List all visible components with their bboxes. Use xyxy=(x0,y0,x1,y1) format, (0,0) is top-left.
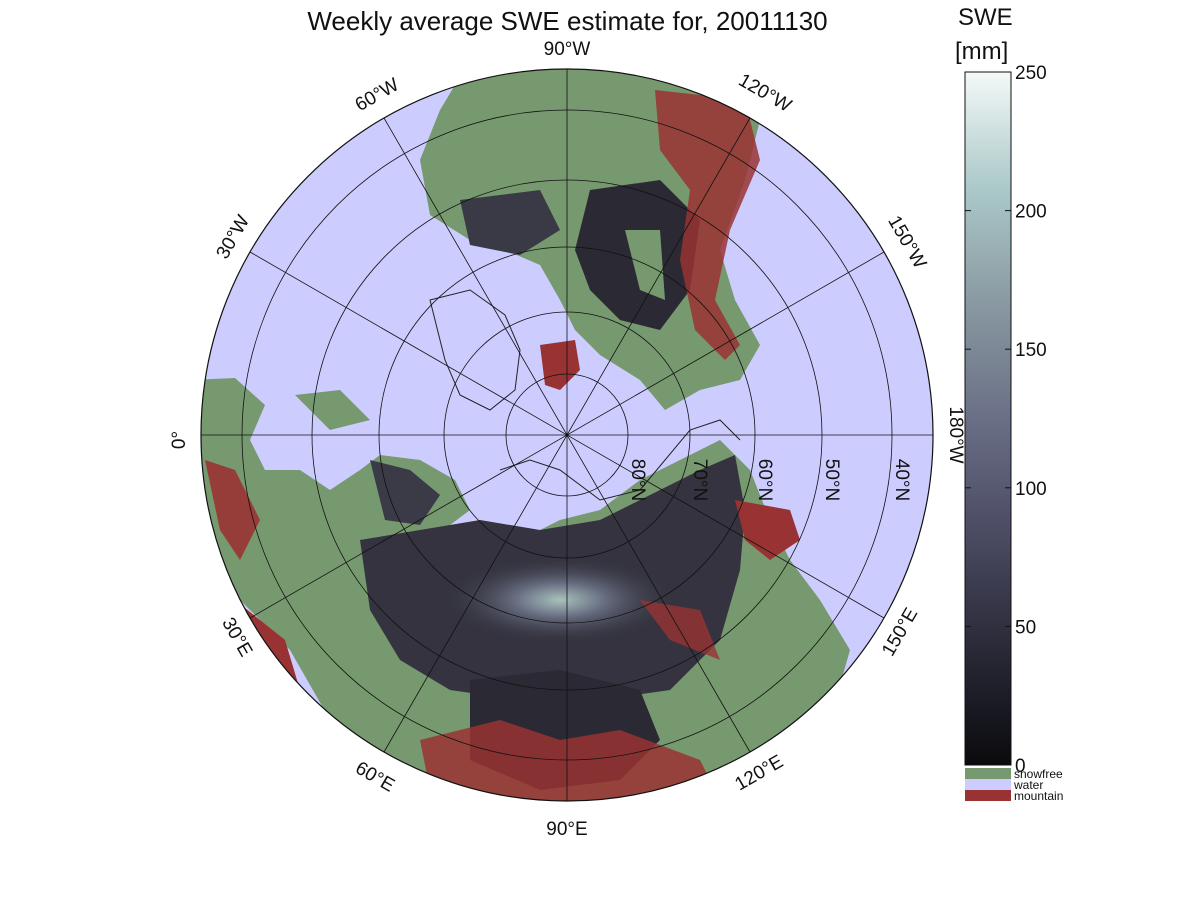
lat-label-50n: 50°N xyxy=(821,459,842,501)
lon-label-120w: 120°W xyxy=(735,70,795,117)
lat-label-70n: 70°N xyxy=(689,459,710,501)
mountain-alps xyxy=(205,460,260,560)
graticule xyxy=(200,68,934,802)
legend-swatch-water xyxy=(965,779,1011,790)
lon-label-30e: 30°E xyxy=(217,614,256,660)
mountain-baffin xyxy=(540,340,580,390)
landmass-europe xyxy=(201,378,470,650)
legend-label-mountain: mountain xyxy=(1014,789,1063,803)
snow-cover-scandinavia xyxy=(370,460,440,525)
mountain-kamchatka xyxy=(735,500,800,560)
lat-label-80n: 80°N xyxy=(627,459,648,501)
lat-label-60n: 60°N xyxy=(754,459,775,501)
colorbar-tick-label: 0 xyxy=(1015,756,1026,777)
meridian-150w-30e xyxy=(249,251,885,619)
legend-swatch-mountain xyxy=(965,790,1011,801)
colorbar-tick-label: 150 xyxy=(1015,340,1047,361)
chart-title: Weekly average SWE estimate for, 2001113… xyxy=(307,6,828,36)
landmass-iceland-uk xyxy=(295,390,370,430)
map-border xyxy=(200,68,934,802)
arctic-coastline xyxy=(499,419,741,501)
colorbar-unit: [mm] xyxy=(955,38,1009,65)
legend-label-water: water xyxy=(1013,778,1043,792)
colorbar-title: SWE xyxy=(958,4,1013,31)
lat-label-40n: 40°N xyxy=(891,459,912,501)
colorbar-tick-label: 50 xyxy=(1015,617,1036,638)
mountain-central-asia xyxy=(420,720,720,801)
lon-label-180w: 180°W xyxy=(945,406,966,463)
colorbar-ticks: 0 50 100 150 200 250 xyxy=(965,63,1047,777)
lon-label-0: 0° xyxy=(169,431,190,449)
colorbar-tick-label: 200 xyxy=(1015,202,1047,223)
colorbar xyxy=(964,71,1012,766)
lon-label-60e: 60°E xyxy=(352,758,398,797)
mountain-rockies xyxy=(655,90,760,360)
legend-swatch-snowfree xyxy=(965,768,1011,779)
colorbar-tick-label: 250 xyxy=(1015,63,1047,84)
lon-label-60w: 60°W xyxy=(352,74,403,116)
snow-peak-siberia xyxy=(440,555,680,645)
lon-label-90w: 90°W xyxy=(544,39,591,60)
greenland-outline xyxy=(429,289,521,411)
lon-label-90e: 90°E xyxy=(546,819,587,840)
snow-cover-labrador xyxy=(460,190,560,255)
legend-label-snowfree: snowfree xyxy=(1014,767,1063,781)
colorbar-tick-label: 100 xyxy=(1015,479,1047,500)
